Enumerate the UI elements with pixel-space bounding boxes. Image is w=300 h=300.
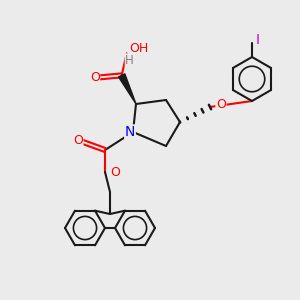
Text: OH: OH <box>130 42 149 55</box>
Text: O: O <box>90 71 100 84</box>
Text: I: I <box>256 33 260 47</box>
Text: O: O <box>73 134 83 148</box>
Text: H: H <box>125 54 134 67</box>
Polygon shape <box>118 74 136 104</box>
Text: N: N <box>125 125 135 139</box>
Text: O: O <box>110 166 120 178</box>
Text: O: O <box>216 98 226 112</box>
